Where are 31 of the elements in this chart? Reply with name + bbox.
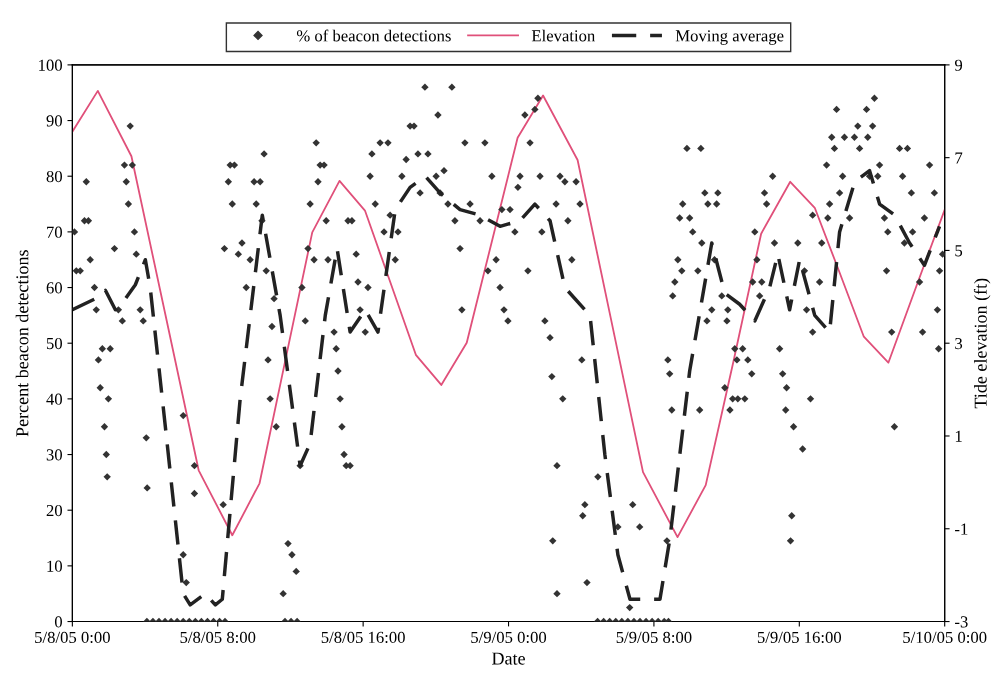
x-tick-label: 5/10/05 0:00 xyxy=(903,631,987,644)
x-tick-label: 5/8/05 8:00 xyxy=(180,631,256,644)
y-tick-label: 60 xyxy=(46,282,62,294)
y2-tick-label: 1 xyxy=(955,430,962,442)
legend-label: Elevation xyxy=(531,29,596,42)
y-tick-label: 50 xyxy=(46,337,62,350)
x-tick-label: 5/9/05 8:00 xyxy=(616,631,692,644)
y2-tick-label: -1 xyxy=(955,523,968,535)
y-tick-label: 10 xyxy=(47,560,62,572)
y2-tick-label: 5 xyxy=(955,245,963,257)
y-tick-label: 100 xyxy=(39,59,62,71)
y-tick-label: 70 xyxy=(47,226,62,238)
x-tick-label: 5/8/05 16:00 xyxy=(321,631,405,644)
x-tick-label: 5/9/05 16:00 xyxy=(757,631,842,644)
x-axis-title: Date xyxy=(492,652,525,665)
x-tick-label: 5/8/05 0:00 xyxy=(35,631,110,644)
y-tick-label: 40 xyxy=(46,393,62,405)
y-tick-label: 90 xyxy=(46,115,62,127)
y-tick-label: 0 xyxy=(54,616,62,628)
y2-tick-label: 7 xyxy=(955,152,963,164)
y2-tick-label: 9 xyxy=(954,59,963,71)
y-tick-label: 30 xyxy=(46,449,62,461)
y2-axis-title: Tide elevation (ft) xyxy=(973,278,991,409)
y2-tick-label: 3 xyxy=(955,337,963,350)
y-tick-label: 80 xyxy=(46,170,62,183)
x-tick-label: 5/9/05 0:00 xyxy=(471,631,547,644)
legend-label: Moving average xyxy=(675,30,784,45)
y-axis-title: Percent beacon detections xyxy=(15,250,29,437)
y-tick-label: 20 xyxy=(46,504,62,517)
legend-label: % of beacon detections xyxy=(296,29,451,42)
y2-tick-label: -3 xyxy=(955,616,968,628)
